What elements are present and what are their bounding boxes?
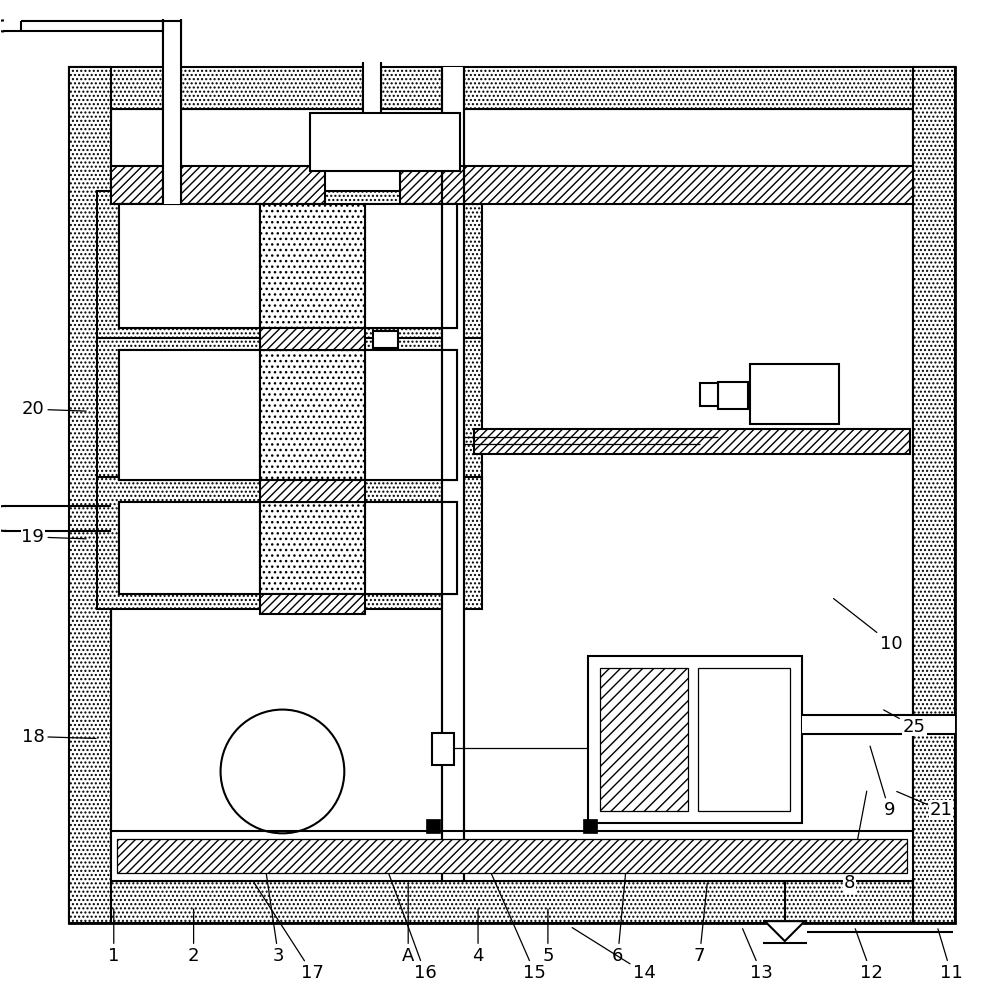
Bar (97, 338, 482, 490)
Bar (260, 502, 365, 594)
Bar (365, 502, 457, 594)
Bar (119, 350, 260, 480)
Bar (474, 429, 910, 454)
Bar (310, 113, 460, 171)
Text: 11: 11 (938, 929, 962, 982)
Bar (163, 19, 181, 204)
Bar (69, 67, 955, 109)
Text: 25: 25 (884, 710, 926, 736)
Text: 18: 18 (22, 728, 96, 746)
Text: 21: 21 (897, 791, 953, 819)
Bar (111, 166, 325, 204)
Bar (365, 350, 457, 480)
Bar (442, 67, 464, 881)
Text: 20: 20 (22, 400, 86, 418)
Bar (119, 204, 260, 328)
Text: 14: 14 (572, 927, 656, 982)
Bar (119, 350, 260, 480)
Bar (97, 191, 482, 340)
Text: 16: 16 (381, 853, 437, 982)
Bar (588, 656, 802, 823)
Bar (260, 204, 365, 328)
Bar (69, 67, 111, 923)
Bar (260, 350, 365, 480)
Text: A: A (402, 883, 414, 965)
Bar (365, 350, 457, 480)
Bar (97, 477, 482, 609)
Bar (400, 166, 913, 204)
Text: 5: 5 (542, 909, 554, 965)
Bar (365, 204, 457, 328)
Bar (69, 881, 955, 923)
Bar (583, 819, 597, 833)
Bar (119, 502, 260, 594)
Bar (119, 502, 260, 594)
Bar (750, 364, 839, 424)
Bar (260, 480, 365, 502)
Text: 2: 2 (188, 909, 199, 965)
Bar (117, 839, 907, 873)
Bar (260, 328, 365, 350)
Bar (111, 109, 913, 881)
Bar (365, 204, 457, 328)
Bar (700, 383, 718, 406)
Text: 19: 19 (21, 528, 86, 546)
Text: 9: 9 (870, 747, 895, 819)
Bar (373, 330, 398, 348)
Bar (260, 594, 365, 614)
Bar (119, 204, 260, 328)
Text: 10: 10 (834, 599, 903, 653)
Bar (698, 668, 790, 811)
Text: 7: 7 (694, 883, 707, 965)
Text: 4: 4 (472, 909, 484, 965)
Text: 17: 17 (254, 882, 324, 982)
Bar (363, 57, 381, 113)
Text: 15: 15 (479, 846, 546, 982)
Bar (69, 67, 955, 923)
Text: 8: 8 (844, 791, 867, 892)
Bar (111, 831, 913, 881)
Bar (365, 502, 457, 594)
Bar (600, 668, 688, 811)
Text: 1: 1 (108, 909, 119, 965)
Text: 3: 3 (266, 871, 284, 965)
Bar (426, 819, 440, 833)
Bar (913, 67, 955, 923)
Text: 13: 13 (743, 929, 773, 982)
Text: 12: 12 (855, 929, 883, 982)
Bar (432, 733, 454, 764)
Polygon shape (765, 921, 805, 941)
Bar (718, 382, 748, 409)
Bar (802, 715, 955, 735)
Text: 6: 6 (612, 853, 627, 965)
